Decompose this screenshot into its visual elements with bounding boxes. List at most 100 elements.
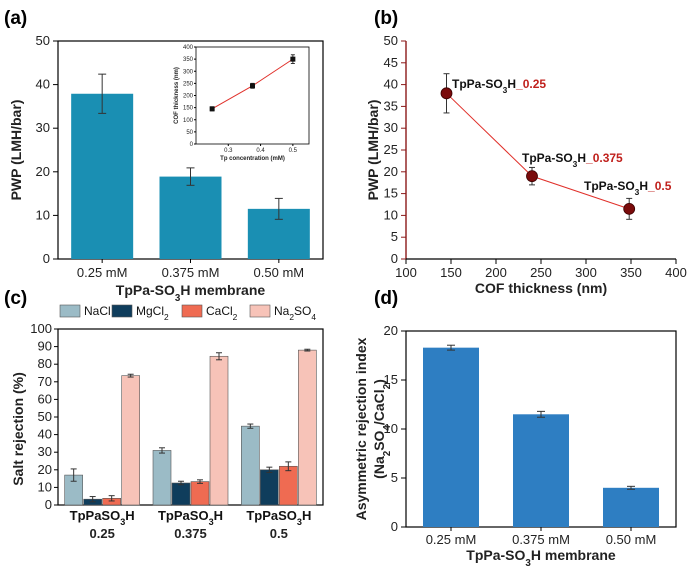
y-tick-label-c-9: 90 xyxy=(38,339,52,354)
bar-d-2 xyxy=(603,487,659,527)
inset-x-tick-label-2: 0.5 xyxy=(289,148,298,154)
legend-label-c-1: MgCl2 xyxy=(136,304,169,322)
x-tick-label-b-1: 150 xyxy=(440,265,462,280)
annotation-b-0: TpPa-SO3H_0.25 xyxy=(452,77,546,95)
bar-c-1-3 xyxy=(209,355,229,506)
inset-y-tick-label-6: 300 xyxy=(183,69,194,75)
group-label-c-1: TpPaSO3H xyxy=(158,508,223,527)
y-axis-label-c: Salt rejection (%) xyxy=(10,372,26,486)
panel-label-b: (b) xyxy=(374,8,398,29)
group-sublabel-c-0: 0.25 xyxy=(90,526,115,541)
x-tick-label-a-1: 0.375 mM xyxy=(162,265,220,280)
inset-y-tick-label-0: 0 xyxy=(190,142,194,148)
y-tick-label-d-0: 0 xyxy=(391,519,398,534)
legend-swatch-c-2 xyxy=(181,304,203,318)
y-tick-label-a-2: 20 xyxy=(36,164,50,179)
x-tick-label-b-3: 250 xyxy=(530,265,552,280)
inset-y-tick-label-2: 100 xyxy=(183,118,194,124)
y-tick-label-b-8: 40 xyxy=(384,77,398,92)
y-tick-label-b-0: 0 xyxy=(391,251,398,266)
y-tick-label-b-2: 10 xyxy=(384,207,398,222)
bar-c-0-3 xyxy=(121,375,140,506)
y-tick-label-c-8: 80 xyxy=(38,356,52,371)
bar-c-2-3 xyxy=(298,349,317,506)
legend-swatch-c-1 xyxy=(111,304,133,318)
panel-b: 0 5 10 15 20 25 30 35 40 45 50 100 150 200 250 300 350 40… xyxy=(365,33,687,296)
x-axis-label-d: TpPa-SO3H membrane xyxy=(466,547,616,567)
legend-swatch-c-3 xyxy=(249,304,271,318)
y-tick-label-c-1: 10 xyxy=(38,479,52,494)
panel-label-d: (d) xyxy=(374,288,398,309)
bar-c-1-0 xyxy=(152,450,172,506)
y-axis-label-d-line1: Asymmetric rejection index xyxy=(353,337,369,520)
x-tick-label-d-2: 0.50 mM xyxy=(606,532,657,547)
inset-y-tick-label-8: 400 xyxy=(183,45,194,51)
bar-c-2-0 xyxy=(241,425,260,506)
x-tick-label-d-0: 0.25 mM xyxy=(426,532,477,547)
x-tick-label-b-4: 300 xyxy=(575,265,597,280)
y-axis-label-a: PWP (LMH/bar) xyxy=(8,100,24,201)
y-tick-label-b-1: 5 xyxy=(391,229,398,244)
inset-y-tick-label-7: 350 xyxy=(183,57,194,63)
y-tick-label-a-1: 10 xyxy=(36,207,50,222)
x-tick-label-d-1: 0.375 mM xyxy=(512,532,570,547)
bar-d-0 xyxy=(423,347,479,527)
y-tick-label-b-5: 25 xyxy=(384,142,398,157)
y-tick-label-d-4: 20 xyxy=(384,323,398,338)
bar-c-2-2 xyxy=(279,465,298,506)
inset-y-tick-label-5: 250 xyxy=(183,81,194,87)
y-tick-label-b-3: 15 xyxy=(384,186,398,201)
x-axis-label-b: COF thickness (nm) xyxy=(475,280,607,296)
bar-c-1-2 xyxy=(190,481,210,506)
y-tick-label-c-0: 0 xyxy=(45,497,52,512)
y-axis-label-d-line2: (Na2SO4/CaCl2) xyxy=(371,379,393,479)
y-tick-label-a-0: 0 xyxy=(43,251,50,266)
panel-d: 0 5 10 15 20 0.25 mM 0.375 mM 0.50 mMTpPa-SO3H … xyxy=(353,323,677,567)
y-tick-label-a-3: 30 xyxy=(36,120,50,135)
group-label-c-2: TpPaSO3H xyxy=(246,508,311,527)
point-b-2 xyxy=(623,202,636,215)
y-tick-label-b-4: 20 xyxy=(384,164,398,179)
bar-c-2-1 xyxy=(260,469,279,506)
y-tick-label-a-4: 40 xyxy=(36,77,50,92)
y-tick-label-c-3: 30 xyxy=(38,444,52,459)
y-tick-label-a-5: 50 xyxy=(36,33,50,48)
legend-swatch-c-0 xyxy=(59,304,81,318)
x-tick-label-b-0: 100 xyxy=(395,265,417,280)
inset-x-tick-label-1: 0.4 xyxy=(256,148,265,154)
panel-c: 0102030405060708090100TpPaSO3H0.25TpPaSO… xyxy=(10,304,324,541)
y-tick-label-d-1: 5 xyxy=(391,470,398,485)
inset-y-tick-label-1: 50 xyxy=(186,130,193,136)
point-b-1 xyxy=(526,170,538,183)
panel-a: 0 10 20 30 40 50 0.25 mM 0.375 mM 0.50 mM TpPa-SO… xyxy=(8,33,324,304)
y-tick-label-b-6: 30 xyxy=(384,120,398,135)
x-tick-label-a-2: 0.50 mM xyxy=(254,265,305,280)
inset-x-axis-label: Tp concentration (mM) xyxy=(220,156,285,162)
y-tick-label-c-5: 50 xyxy=(38,409,52,424)
x-tick-label-b-2: 200 xyxy=(485,265,507,280)
x-tick-label-a-0: 0.25 mM xyxy=(77,265,128,280)
bar-a-0 xyxy=(71,93,134,259)
y-axis-label-b: PWP (LMH/bar) xyxy=(365,100,381,201)
legend-label-c-0: NaCl xyxy=(84,304,111,318)
group-sublabel-c-1: 0.375 xyxy=(174,526,207,541)
point-b-0 xyxy=(440,87,453,100)
panel-label-c: (c) xyxy=(4,288,27,309)
bar-a-1 xyxy=(159,176,222,259)
y-tick-label-c-10: 100 xyxy=(30,321,52,336)
inset-y-tick-label-3: 150 xyxy=(183,106,194,112)
y-tick-label-c-2: 20 xyxy=(38,462,52,477)
bar-d-1 xyxy=(513,414,569,527)
y-tick-label-c-7: 70 xyxy=(38,374,52,389)
x-axis-label-a: TpPa-SO3H membrane xyxy=(116,282,266,304)
y-tick-label-b-9: 45 xyxy=(384,55,398,70)
y-tick-label-d-2: 10 xyxy=(384,421,398,436)
legend-label-c-2: CaCl2 xyxy=(206,304,238,322)
x-tick-label-b-5: 350 xyxy=(620,265,642,280)
annotation-b-2: TpPa-SO3H_0.5 xyxy=(584,179,672,197)
annotation-b-1: TpPa-SO3H_0.375 xyxy=(522,151,623,169)
y-tick-label-c-6: 60 xyxy=(38,391,52,406)
inset-x-tick-label-0: 0.3 xyxy=(224,148,233,154)
inset-y-axis-label: COF thickness (nm) xyxy=(174,67,180,124)
